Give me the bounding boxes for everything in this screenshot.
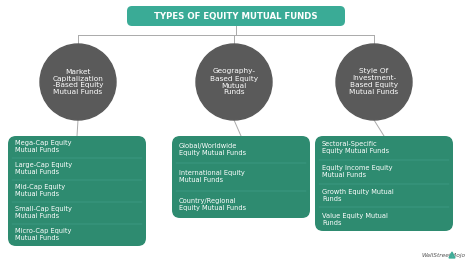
Text: Sectoral-Specific
Equity Mutual Funds: Sectoral-Specific Equity Mutual Funds [322, 142, 389, 154]
Text: Global/Worldwide
Equity Mutual Funds: Global/Worldwide Equity Mutual Funds [179, 143, 246, 156]
Text: Geography-
Based Equity
Mutual
Funds: Geography- Based Equity Mutual Funds [210, 68, 258, 96]
Circle shape [336, 44, 412, 120]
Text: Small-Cap Equity
Mutual Funds: Small-Cap Equity Mutual Funds [15, 206, 72, 219]
Circle shape [196, 44, 272, 120]
FancyBboxPatch shape [315, 136, 453, 231]
Polygon shape [449, 252, 455, 258]
Text: Mega-Cap Equity
Mutual Funds: Mega-Cap Equity Mutual Funds [15, 140, 72, 153]
Text: WallStreetMojo: WallStreetMojo [422, 253, 466, 258]
Text: Large-Cap Equity
Mutual Funds: Large-Cap Equity Mutual Funds [15, 163, 72, 176]
Text: Mid-Cap Equity
Mutual Funds: Mid-Cap Equity Mutual Funds [15, 185, 65, 197]
Text: International Equity
Mutual Funds: International Equity Mutual Funds [179, 171, 245, 183]
FancyBboxPatch shape [172, 136, 310, 218]
Circle shape [40, 44, 116, 120]
Text: Country/Regional
Equity Mutual Funds: Country/Regional Equity Mutual Funds [179, 198, 246, 211]
Text: Growth Equity Mutual
Funds: Growth Equity Mutual Funds [322, 189, 394, 202]
Text: Value Equity Mutual
Funds: Value Equity Mutual Funds [322, 213, 388, 226]
Text: Style Of
Investment-
Based Equity
Mutual Funds: Style Of Investment- Based Equity Mutual… [349, 68, 399, 96]
FancyBboxPatch shape [127, 6, 345, 26]
Text: Equity Income Equity
Mutual Funds: Equity Income Equity Mutual Funds [322, 165, 392, 178]
Text: Market
Capitalization
-Based Equity
Mutual Funds: Market Capitalization -Based Equity Mutu… [53, 68, 103, 96]
Text: Micro-Cap Equity
Mutual Funds: Micro-Cap Equity Mutual Funds [15, 229, 72, 242]
Text: TYPES OF EQUITY MUTUAL FUNDS: TYPES OF EQUITY MUTUAL FUNDS [154, 12, 318, 21]
FancyBboxPatch shape [8, 136, 146, 246]
